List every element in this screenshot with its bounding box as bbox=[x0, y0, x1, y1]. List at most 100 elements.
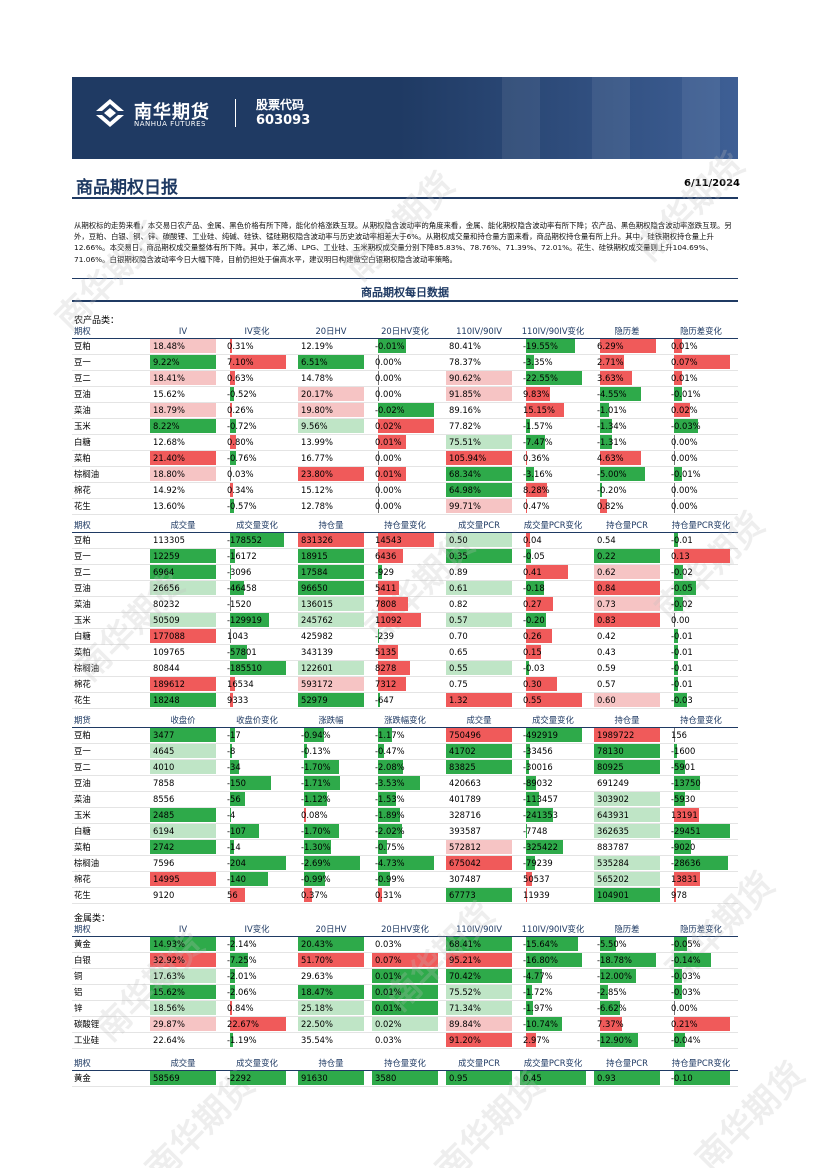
data-cell: 20.43% bbox=[294, 936, 368, 953]
cell-value: 22.64% bbox=[153, 1035, 185, 1045]
cell-value: 8.22% bbox=[153, 421, 180, 431]
data-cell: -5930 bbox=[664, 791, 738, 808]
data-cell: 0.65 bbox=[442, 644, 516, 661]
data-bar bbox=[230, 565, 231, 579]
column-header: 期货 bbox=[72, 714, 146, 728]
data-cell: -241353 bbox=[516, 807, 590, 824]
data-bar bbox=[378, 581, 399, 595]
data-bar bbox=[526, 403, 564, 417]
data-bar bbox=[674, 856, 729, 870]
data-cell: 6.29% bbox=[590, 338, 664, 355]
row-name: 工业硅 bbox=[72, 1032, 146, 1049]
cell-value: 8556 bbox=[153, 794, 175, 804]
data-cell: -0.05 bbox=[664, 580, 738, 597]
cell-value: 80844 bbox=[153, 663, 180, 673]
table-row: 菜粕 21.40% -0.76% 16.77% 0.00% 105.94% 0.36% 4.6… bbox=[72, 450, 738, 467]
data-bar bbox=[526, 435, 545, 449]
heat-cell: 3580 bbox=[372, 1071, 438, 1085]
data-cell: 122601 bbox=[294, 660, 368, 677]
data-bar bbox=[526, 969, 542, 983]
bar-axis bbox=[674, 483, 675, 497]
bar-axis bbox=[378, 387, 379, 401]
table-row: 豆油 15.62% -0.52% 20.17% 0.00% 91.85% 9.83% -4.5… bbox=[72, 386, 738, 403]
column-header: 110IV/90IV bbox=[442, 325, 516, 339]
data-cell: -1.34% bbox=[590, 418, 664, 435]
data-bar bbox=[304, 792, 328, 806]
heat-cell: 22.50% bbox=[298, 1017, 364, 1031]
cell-value: 0.95 bbox=[449, 1073, 468, 1083]
heat-cell: 572812 bbox=[446, 840, 512, 854]
cell-value: -0.76% bbox=[227, 453, 257, 463]
heat-cell: 0.70 bbox=[446, 629, 512, 643]
table-row: 菜油 18.79% 0.26% 19.80% -0.02% 89.16% 15.15% -1.… bbox=[72, 402, 738, 419]
heat-cell: 105.94% bbox=[446, 451, 512, 465]
data-cell: 68.34% bbox=[442, 466, 516, 483]
agri-volatility-table: 期权 IV IV变化 20日HV 20日HV变化 110IV/90IV 110IV/90IV… bbox=[72, 325, 738, 515]
cell-value: -0.47% bbox=[375, 746, 405, 756]
cell-value: 12.68% bbox=[153, 437, 185, 447]
table-row: 豆粕 3477 -17 -0.94% -1.17% 750496 -492919 198972… bbox=[72, 727, 738, 744]
column-header: 成交量 bbox=[146, 519, 220, 533]
data-bar bbox=[230, 371, 235, 385]
cell-value: 0.02% bbox=[671, 405, 698, 415]
data-cell: 70.42% bbox=[442, 968, 516, 985]
data-cell: 6.51% bbox=[294, 354, 368, 371]
cell-value: -0.02 bbox=[671, 599, 693, 609]
heat-cell: 23.80% bbox=[298, 467, 364, 481]
report-date: 6/11/2024 bbox=[684, 178, 741, 189]
data-cell: 20.17% bbox=[294, 386, 368, 403]
heat-cell: 32.92% bbox=[150, 953, 216, 967]
heat-cell: 0.55 bbox=[446, 661, 512, 675]
cell-value: -3.53% bbox=[375, 778, 405, 788]
heat-cell: 18.48% bbox=[150, 339, 216, 353]
data-bar bbox=[378, 661, 410, 675]
heat-cell: 12.19% bbox=[298, 339, 364, 353]
data-cell: 0.34% bbox=[220, 482, 294, 499]
heat-cell: 19.80% bbox=[298, 403, 364, 417]
heat-cell: 109765 bbox=[150, 645, 216, 659]
cell-value: 0.60 bbox=[597, 695, 616, 705]
cell-value: 0.00% bbox=[375, 389, 402, 399]
data-cell: 22.67% bbox=[220, 1016, 294, 1033]
column-header: IV bbox=[146, 325, 220, 339]
cell-value: -10.74% bbox=[523, 1019, 558, 1029]
cell-value: 9.56% bbox=[301, 421, 328, 431]
data-bar bbox=[230, 581, 245, 595]
data-bar bbox=[674, 808, 700, 822]
logo-text-en: NANHUA FUTURES bbox=[134, 120, 206, 128]
table-row: 棕榈油 7596 -204 -2.69% -4.73% 675042 -79239 53528… bbox=[72, 855, 738, 872]
cell-value: 95.21% bbox=[449, 955, 481, 965]
cell-value: 0.84 bbox=[597, 583, 616, 593]
data-bar bbox=[230, 840, 234, 854]
data-cell: -14 bbox=[220, 839, 294, 856]
data-cell: -325422 bbox=[516, 839, 590, 856]
data-bar bbox=[230, 985, 236, 999]
data-cell: 0.04 bbox=[516, 532, 590, 549]
column-header: 期权 bbox=[72, 923, 146, 937]
heat-cell: 104901 bbox=[594, 888, 660, 902]
data-bar bbox=[304, 760, 340, 774]
data-cell: 14995 bbox=[146, 871, 220, 888]
data-cell: -0.01 bbox=[664, 532, 738, 549]
stock-code-label: 股票代码 bbox=[256, 98, 305, 112]
column-header: 成交量 bbox=[442, 714, 516, 728]
cell-value: -492919 bbox=[523, 730, 558, 740]
bar-axis bbox=[378, 483, 379, 497]
row-name: 豆一 bbox=[72, 548, 146, 565]
table-row: 豆粕 18.48% 0.31% 12.19% -0.01% 80.41% -19.55% 6.… bbox=[72, 338, 738, 355]
data-cell: 7.37% bbox=[590, 1016, 664, 1033]
heat-cell: 18248 bbox=[150, 693, 216, 707]
cell-value: -4.73% bbox=[375, 858, 405, 868]
data-cell: 18.41% bbox=[146, 370, 220, 387]
heat-cell: 307487 bbox=[446, 872, 512, 886]
data-bar bbox=[674, 403, 690, 417]
data-cell: -239 bbox=[368, 628, 442, 645]
heat-cell: 26656 bbox=[150, 581, 216, 595]
data-cell: -0.10 bbox=[664, 1070, 738, 1087]
heat-cell: 15.12% bbox=[298, 483, 364, 497]
heat-cell: 3477 bbox=[150, 728, 216, 742]
data-cell: -33456 bbox=[516, 743, 590, 760]
cell-value: 6.51% bbox=[301, 357, 328, 367]
data-cell: -5.50% bbox=[590, 936, 664, 953]
cell-value: 572812 bbox=[449, 842, 481, 852]
